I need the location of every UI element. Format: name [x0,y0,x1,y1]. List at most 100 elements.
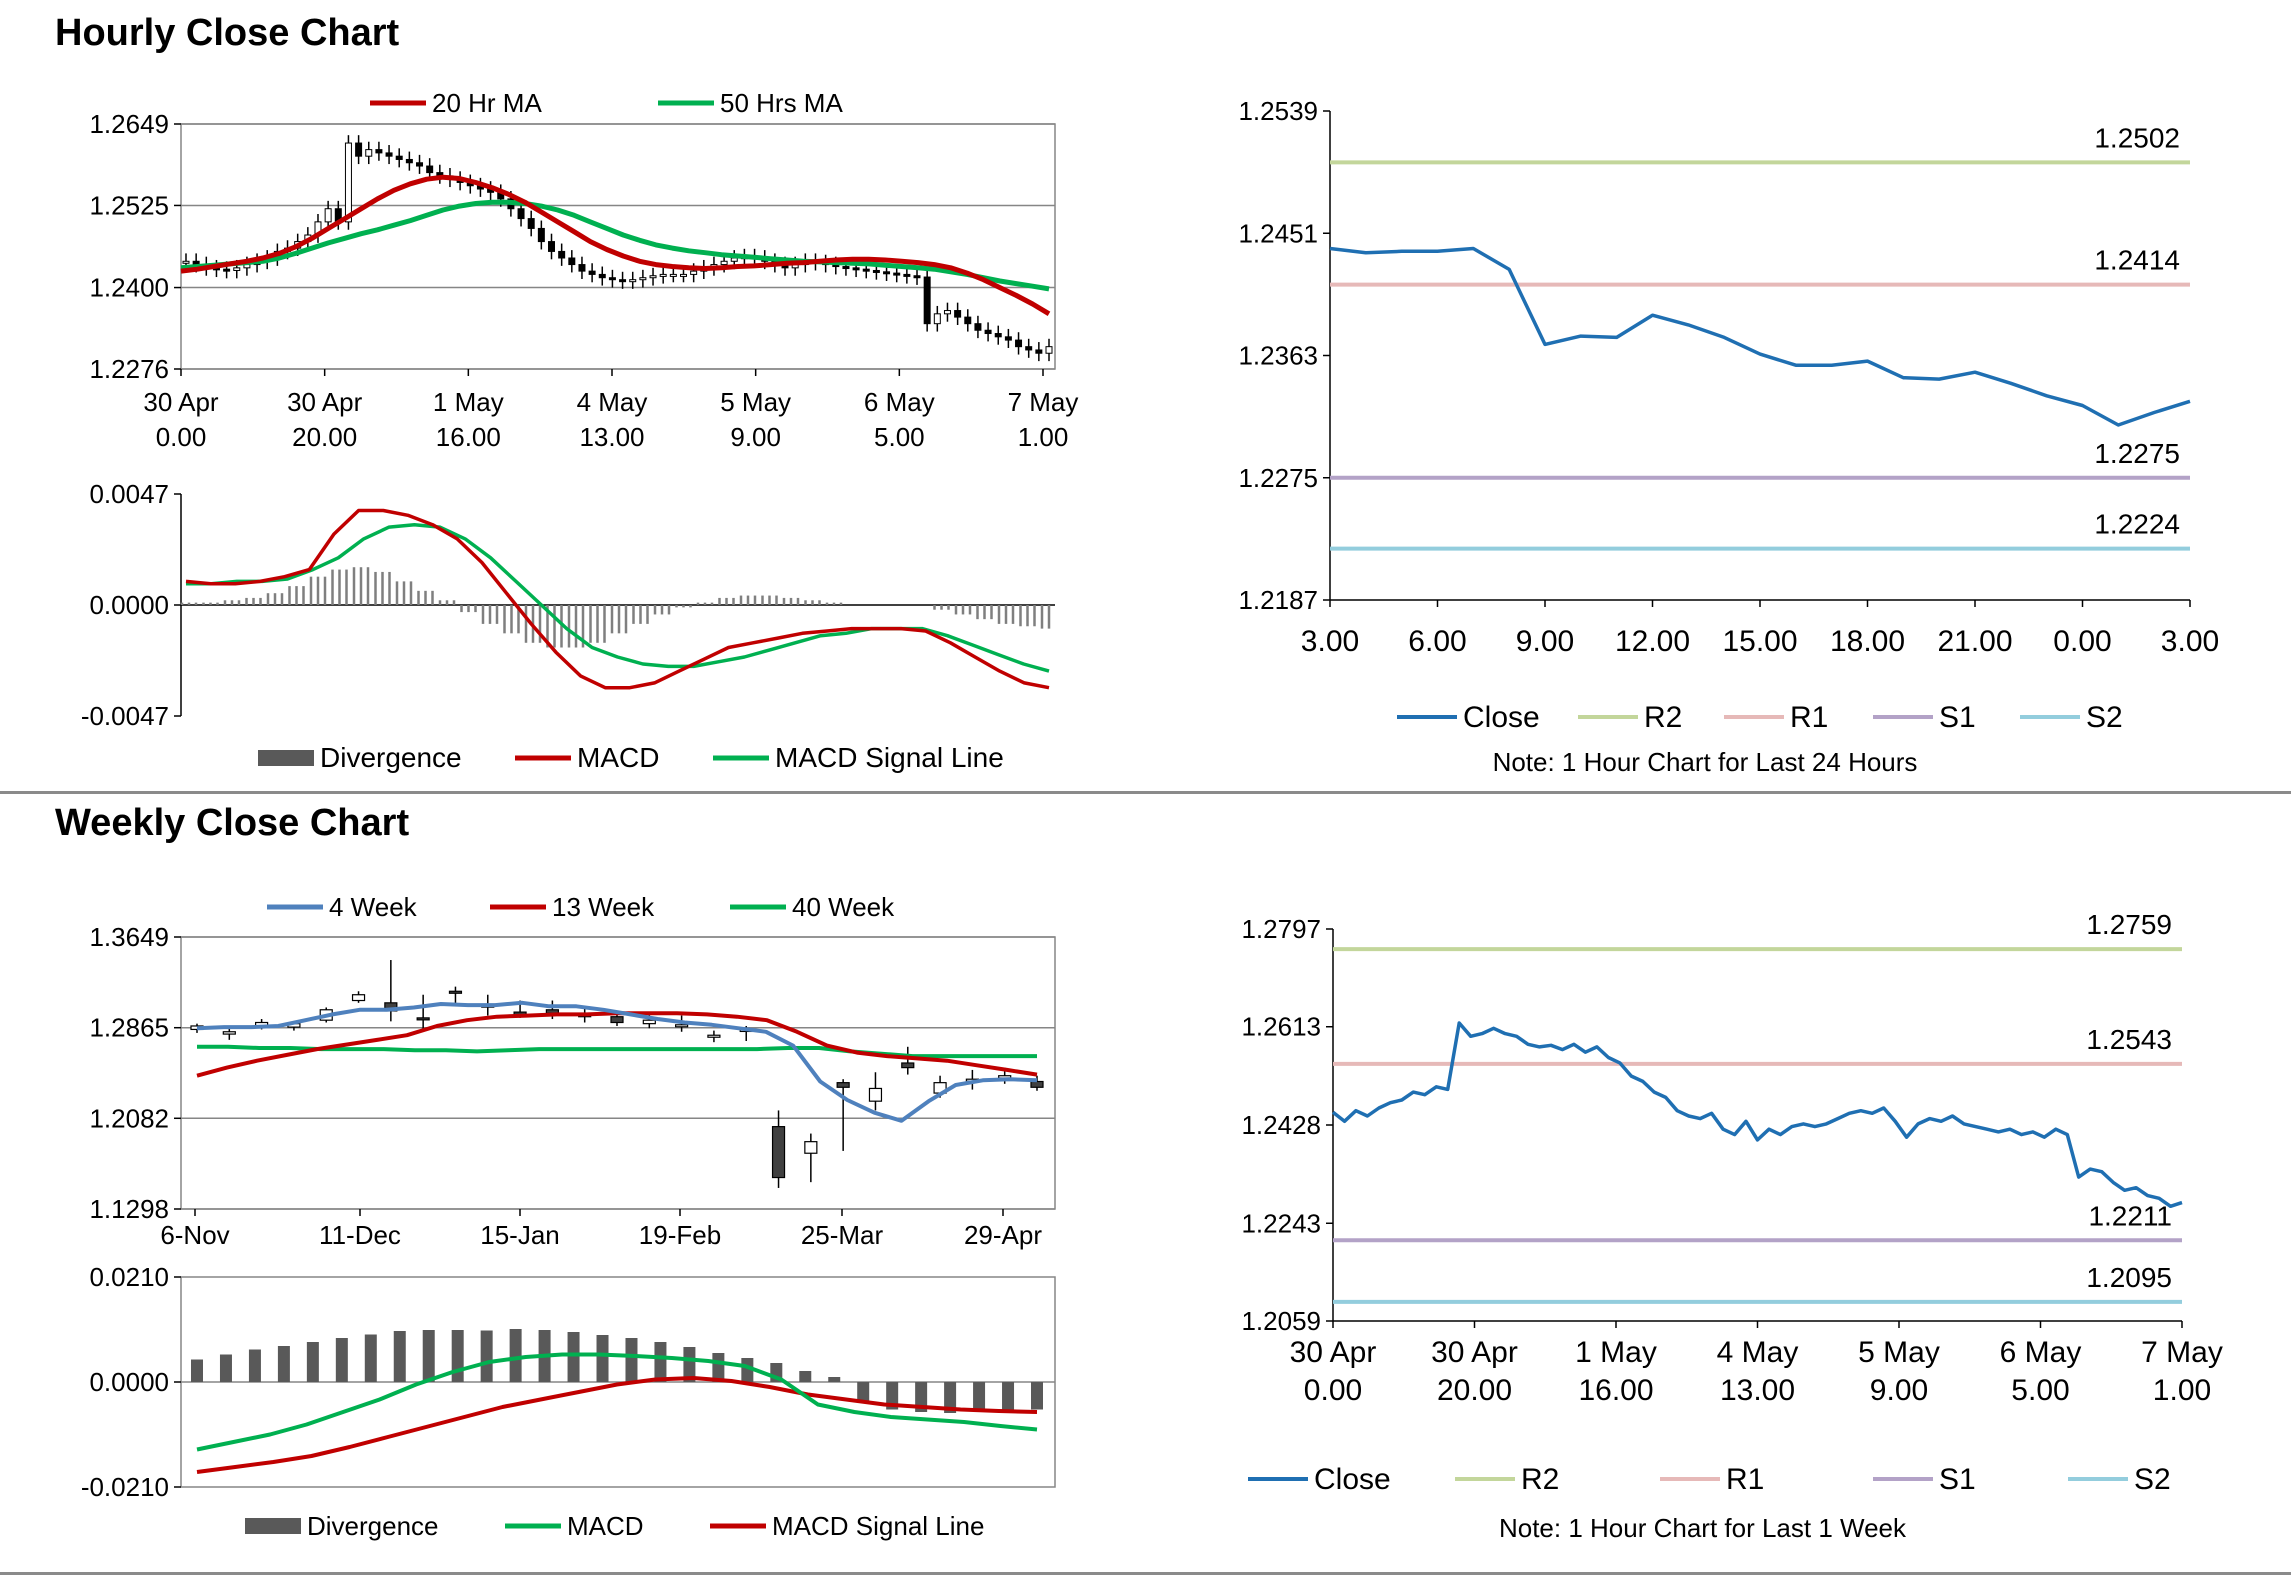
hourly-price-x-tick-label: 30 Apr [287,387,363,417]
weekly-candle-body [804,1141,818,1154]
hourly-price-x-tick-label: 9.00 [730,422,781,452]
hourly-1w-x-tick-label: 1.00 [2153,1374,2211,1407]
hourly-candle-body [537,227,545,243]
hourly-macd-legend-swatch [258,750,314,766]
hourly-1w-y-tick-label: 1.2797 [1241,914,1321,944]
hourly-candle-body [943,310,951,315]
weekly-divergence-bar [480,1330,493,1382]
weekly-price-y-tick-label: 1.2865 [89,1013,169,1043]
hourly-candle-body [923,276,931,325]
hourly-24h-note: Note: 1 Hour Chart for Last 24 Hours [1493,747,1918,777]
hourly-candle-body [1004,336,1012,341]
hourly-candle-body [1045,346,1053,354]
weekly-divergence-bar [277,1346,290,1382]
hourly-candle-body [954,310,962,318]
weekly-price-legend-label: 40 Week [792,892,895,922]
hourly-macd-legend-label: Divergence [320,742,462,773]
weekly-price-legend-label: 13 Week [552,892,655,922]
weekly-candle-body [610,1016,624,1024]
weekly-macd-line [196,1352,1038,1452]
hourly-candle-body [974,323,982,331]
hourly-price-x-tick-label: 5 May [720,387,791,417]
hourly-1w-close-line [1331,1021,2183,1209]
weekly-divergence-bar [1002,1382,1015,1411]
hourly-price-x-tick-label: 6 May [864,387,935,417]
hourly-24h-y-tick-label: 1.2187 [1238,585,1318,615]
hourly-price-x-tick-label: 16.00 [436,422,501,452]
hourly-1w-x-tick-label: 5.00 [2011,1374,2069,1407]
hourly-20hr-ma-line [180,174,1051,316]
hourly-1w-y-tick-label: 1.2059 [1241,1306,1321,1336]
hourly-1w-x-tick-label: 7 May [2141,1336,2223,1369]
hourly-1w-x-tick-label: 13.00 [1720,1374,1795,1407]
weekly-macd-y-tick-label: 0.0000 [89,1367,169,1397]
hourly-candle-body [984,329,992,335]
hourly-candle-body [324,208,332,223]
hourly-candle-body [517,208,525,220]
hourly-candle-body [933,313,941,325]
hourly-candle-body [548,241,556,252]
weekly-macd-legend-label: MACD [567,1511,644,1541]
weekly-divergence-bar [451,1330,464,1382]
hourly-1w-x-tick-label: 9.00 [1870,1374,1928,1407]
weekly-price-x-tick-label: 25-Mar [801,1220,884,1250]
hourly-1w-x-tick-label: 20.00 [1437,1374,1512,1407]
weekly-price-x-tick-label: 19-Feb [639,1220,721,1250]
hourly-candle-body [842,266,850,270]
hourly-price-x-tick-label: 13.00 [579,422,644,452]
hourly-1w-x-tick-label: 6 May [2000,1336,2082,1369]
hourly-1w-note: Note: 1 Hour Chart for Last 1 Week [1499,1513,1907,1543]
hourly-24h-y-tick-label: 1.2275 [1238,463,1318,493]
hourly-1w-y-tick-label: 1.2613 [1241,1012,1321,1042]
hourly-24h-legend-label: R1 [1790,701,1828,734]
weekly-macd-legend-label: MACD Signal Line [772,1511,984,1541]
hourly-price-x-tick-label: 0.00 [156,422,207,452]
hourly-24h-x-tick-label: 0.00 [2053,625,2111,658]
weekly-divergence-bar [335,1338,348,1382]
weekly-macd-legend-swatch [245,1518,301,1534]
hourly-1w-x-tick-label: 0.00 [1304,1374,1362,1407]
hourly-candle-body [679,273,687,277]
hourly-candle-body [223,268,231,272]
hourly-1w-legend-label: R2 [1521,1463,1559,1496]
weekly-price-x-tick-label: 29-Apr [964,1220,1042,1250]
weekly-4wk-line [196,1000,1038,1123]
hourly-candle-body [659,273,667,277]
weekly-divergence-bar [799,1371,812,1382]
weekly-candle-body [1030,1080,1044,1088]
weekly-macd-y-tick-label: -0.0210 [81,1472,169,1502]
hourly-candle-body [1015,339,1023,348]
weekly-divergence-bar [509,1329,522,1382]
hourly-24h-legend-label: R2 [1644,701,1682,734]
weekly-divergence-bar [828,1377,841,1382]
weekly-macd-signal-line [196,1376,1038,1474]
hourly-1w-x-tick-label: 16.00 [1578,1374,1653,1407]
hourly-candle-body [385,152,393,157]
hourly-price-x-tick-label: 4 May [577,387,648,417]
hourly-24h-y-tick-label: 1.2451 [1238,218,1318,248]
weekly-divergence-bar [219,1354,232,1382]
hourly-price-legend-label: 20 Hr MA [432,88,542,118]
hourly-1w-x-tick-label: 1 May [1575,1336,1657,1369]
hourly-candle-body [639,277,647,281]
hourly-1w-level-s2-label: 1.2095 [2086,1262,2172,1293]
hourly-macd-line [185,508,1050,690]
hourly-candle-body [619,279,627,283]
hourly-price-y-tick-label: 1.2649 [89,109,169,139]
weekly-candle-body [642,1019,656,1025]
hourly-24h-x-tick-label: 3.00 [1301,625,1359,658]
weekly-price-y-tick-label: 1.3649 [89,922,169,952]
weekly-price-y-tick-label: 1.2082 [89,1103,169,1133]
hourly-candle-body [893,272,901,276]
hourly-24h-y-tick-label: 1.2539 [1238,96,1318,126]
weekly-divergence-bar [567,1332,580,1382]
hourly-1w-level-r1-label: 1.2543 [2086,1024,2172,1055]
hourly-candle-body [375,149,383,154]
hourly-price-x-tick-label: 30 Apr [143,387,219,417]
hourly-candle-body [588,270,596,275]
weekly-divergence-bar [886,1382,899,1410]
hourly-1w-y-tick-label: 1.2243 [1241,1208,1321,1238]
hourly-24h-level-s2-label: 1.2224 [2094,509,2180,540]
section-divider-bottom [0,1572,2291,1575]
